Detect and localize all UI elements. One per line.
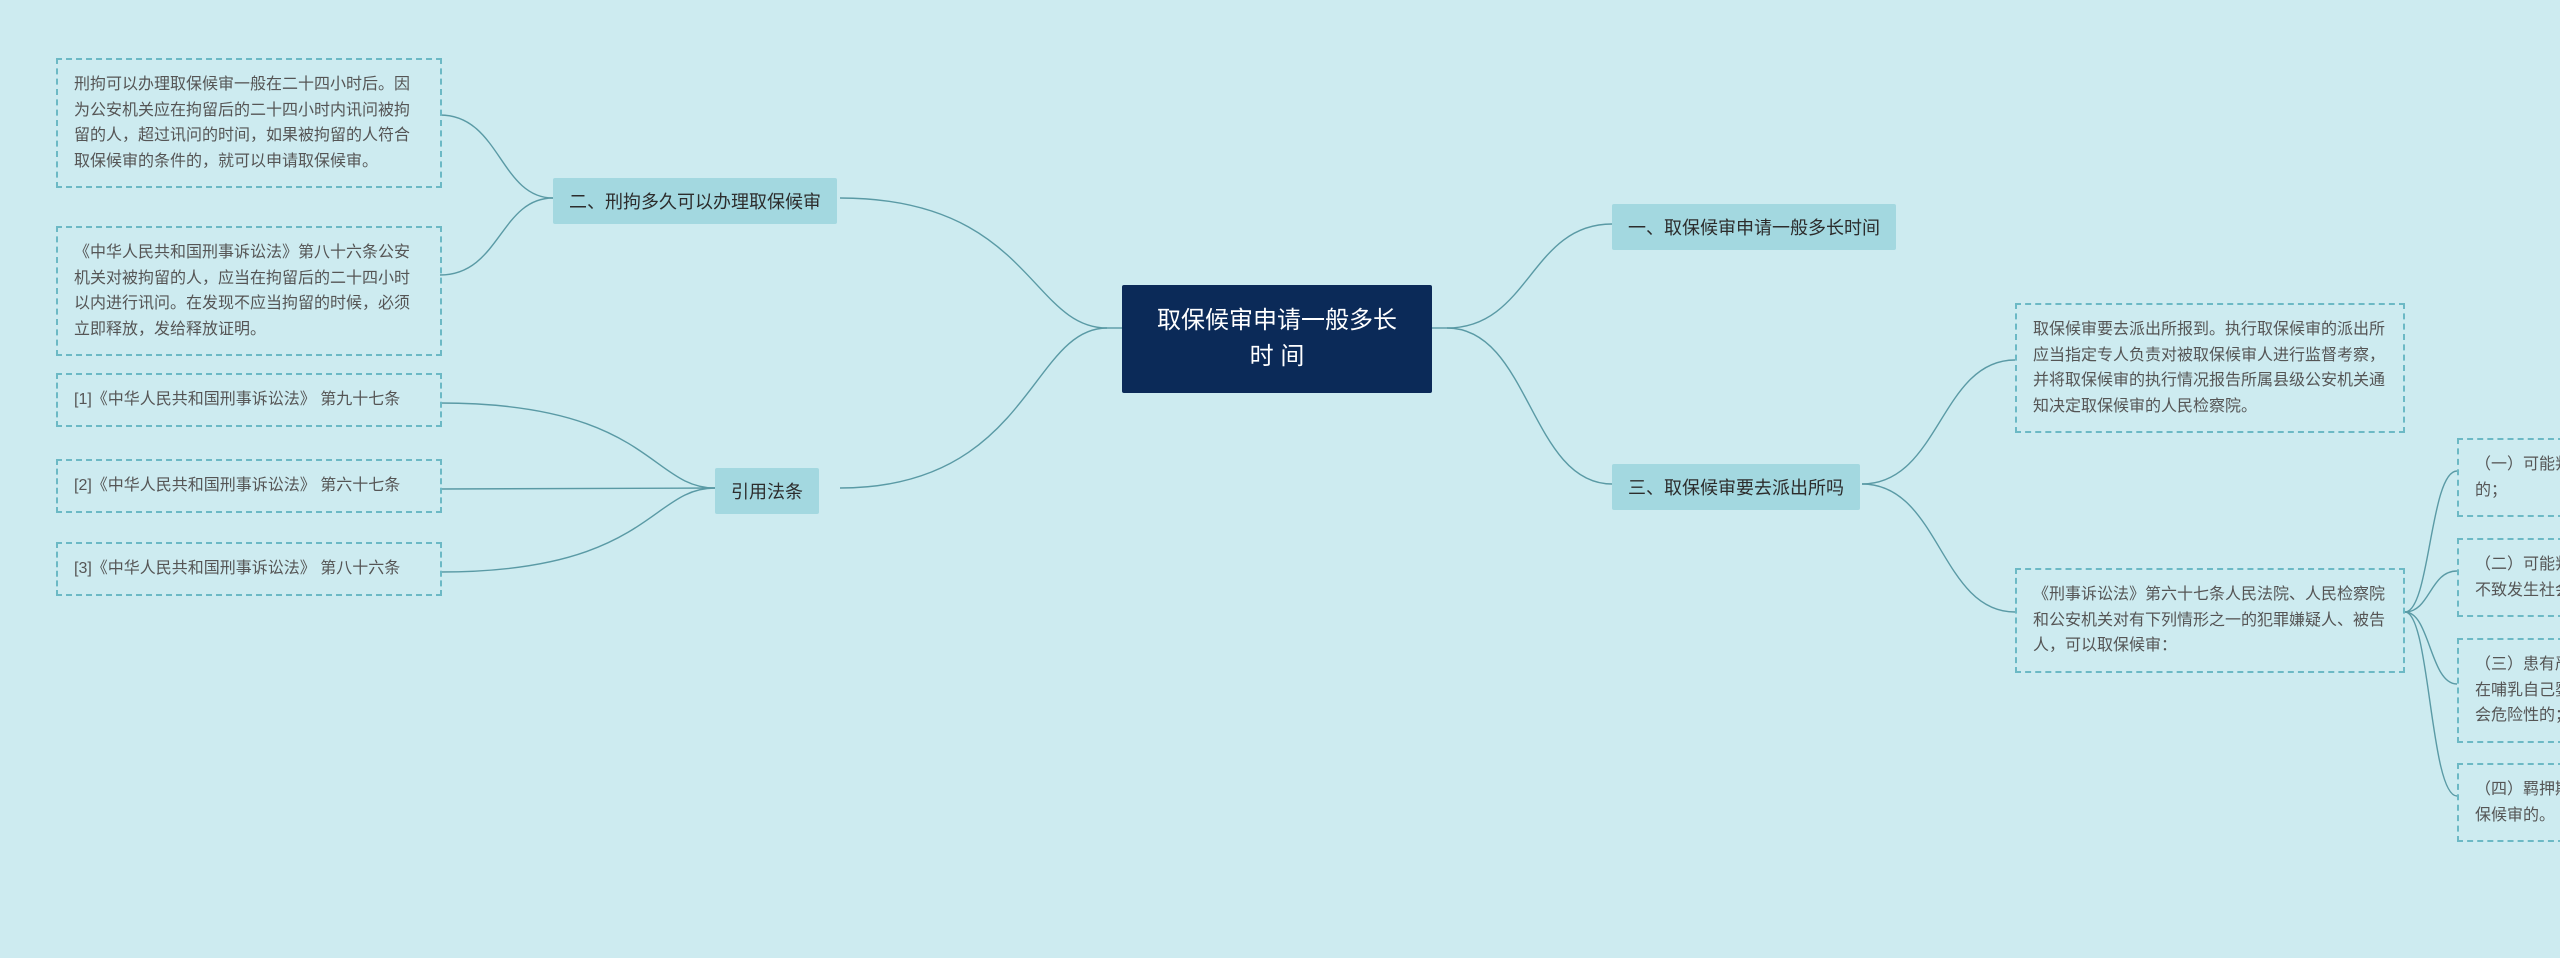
leaf-text: 刑拘可以办理取保候审一般在二十四小时后。因为公安机关应在拘留后的二十四小时内讯问… bbox=[74, 76, 410, 170]
leaf-text: （一）可能判处管制、拘役或者独立适用附加刑的； bbox=[2475, 456, 2560, 499]
leaf-law-67-detail: 《刑事诉讼法》第六十七条人民法院、人民检察院和公安机关对有下列情形之一的犯罪嫌疑… bbox=[2015, 568, 2405, 673]
leaf-condition-1: （一）可能判处管制、拘役或者独立适用附加刑的； bbox=[2457, 438, 2560, 517]
leaf-text: 《刑事诉讼法》第六十七条人民法院、人民检察院和公安机关对有下列情形之一的犯罪嫌疑… bbox=[2033, 586, 2385, 654]
branch-cited-laws: 引用法条 bbox=[715, 468, 819, 514]
branch-police-station: 三、取保候审要去派出所吗 bbox=[1612, 464, 1860, 510]
branch-label: 二、刑拘多久可以办理取保候审 bbox=[569, 192, 821, 212]
root-node: 取保候审申请一般多长时 间 bbox=[1122, 285, 1432, 393]
leaf-law-67: [2]《中华人民共和国刑事诉讼法》 第六十七条 bbox=[56, 459, 442, 513]
leaf-text: [3]《中华人民共和国刑事诉讼法》 第八十六条 bbox=[74, 560, 400, 577]
leaf-condition-2: （二）可能判处有期徒刑以上刑罚，采取取保候审不致发生社会危险性的； bbox=[2457, 538, 2560, 617]
leaf-law-97: [1]《中华人民共和国刑事诉讼法》 第九十七条 bbox=[56, 373, 442, 427]
branch-label: 引用法条 bbox=[731, 482, 803, 502]
leaf-text: [2]《中华人民共和国刑事诉讼法》 第六十七条 bbox=[74, 477, 400, 494]
leaf-text: （四）羁押期限届满，案件尚未办结，需要采取取保候审的。 bbox=[2475, 781, 2560, 824]
root-text: 取保候审申请一般多长时 间 bbox=[1157, 307, 1397, 370]
leaf-text: [1]《中华人民共和国刑事诉讼法》 第九十七条 bbox=[74, 391, 400, 408]
branch-label: 一、取保候审申请一般多长时间 bbox=[1628, 218, 1880, 238]
branch-application-duration: 一、取保候审申请一般多长时间 bbox=[1612, 204, 1896, 250]
leaf-condition-3: （三）患有严重疾病、生活不能自理，怀孕或者正在哺乳自己婴儿的妇女，采取取保候审不… bbox=[2457, 638, 2560, 743]
leaf-text: 《中华人民共和国刑事诉讼法》第八十六条公安机关对被拘留的人，应当在拘留后的二十四… bbox=[74, 244, 410, 338]
leaf-law-86: [3]《中华人民共和国刑事诉讼法》 第八十六条 bbox=[56, 542, 442, 596]
branch-detention-duration: 二、刑拘多久可以办理取保候审 bbox=[553, 178, 837, 224]
branch-label: 三、取保候审要去派出所吗 bbox=[1628, 478, 1844, 498]
leaf-report-police: 取保候审要去派出所报到。执行取保候审的派出所应当指定专人负责对被取保候审人进行监… bbox=[2015, 303, 2405, 433]
leaf-condition-4: （四）羁押期限届满，案件尚未办结，需要采取取保候审的。 bbox=[2457, 763, 2560, 842]
leaf-text: （三）患有严重疾病、生活不能自理，怀孕或者正在哺乳自己婴儿的妇女，采取取保候审不… bbox=[2475, 656, 2560, 724]
leaf-text: （二）可能判处有期徒刑以上刑罚，采取取保候审不致发生社会危险性的； bbox=[2475, 556, 2560, 599]
leaf-text: 取保候审要去派出所报到。执行取保候审的派出所应当指定专人负责对被取保候审人进行监… bbox=[2033, 321, 2385, 415]
leaf-article-86: 《中华人民共和国刑事诉讼法》第八十六条公安机关对被拘留的人，应当在拘留后的二十四… bbox=[56, 226, 442, 356]
leaf-detention-24h: 刑拘可以办理取保候审一般在二十四小时后。因为公安机关应在拘留后的二十四小时内讯问… bbox=[56, 58, 442, 188]
